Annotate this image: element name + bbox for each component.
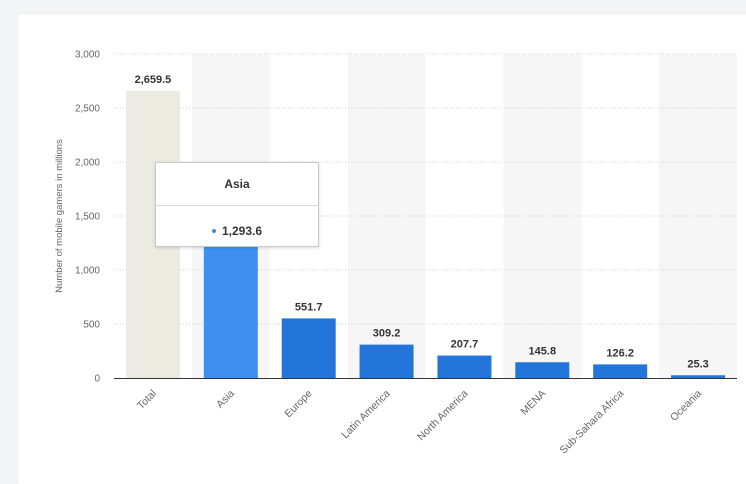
bar [593, 364, 648, 378]
series-dot-icon [211, 228, 216, 233]
y-tick-label: 3,000 [75, 50, 100, 61]
y-axis-title: Number of mobile gamers in millions [54, 139, 65, 293]
x-tick-label: Sub-Sahara Africa [558, 388, 627, 457]
x-tick-label: Latin America [339, 388, 393, 442]
bar [515, 362, 570, 378]
y-tick-label: 2,000 [75, 158, 100, 169]
data-label: 25.3 [687, 358, 708, 370]
y-tick-label: 2,500 [75, 104, 100, 115]
data-label: 207.7 [451, 339, 479, 351]
x-tick-label: Total [135, 388, 159, 412]
data-label: 2,659.5 [135, 74, 172, 86]
tooltip-value-row: 1,293.6 [156, 224, 318, 238]
y-tick-label: 1,500 [75, 212, 100, 223]
y-tick-label: 1,000 [75, 266, 100, 277]
x-tick-label: Oceania [668, 388, 704, 424]
x-tick-label: Europe [282, 388, 315, 421]
bar [203, 238, 258, 378]
data-label: 145.8 [529, 345, 557, 357]
x-tick-label: Asia [214, 388, 237, 411]
data-label: 309.2 [373, 328, 401, 340]
bar [437, 355, 492, 378]
tooltip: Asia 1,293.6 [155, 162, 319, 247]
category-band [659, 54, 737, 378]
x-tick-label: North America [415, 388, 471, 444]
tooltip-divider [156, 205, 318, 206]
data-label: 126.2 [606, 347, 634, 359]
x-tick-label: MENA [518, 388, 548, 418]
data-label: 551.7 [295, 301, 323, 313]
y-tick-label: 0 [94, 374, 100, 385]
bar [359, 344, 414, 378]
y-tick-label: 500 [83, 320, 100, 331]
tooltip-value: 1,293.6 [221, 224, 263, 238]
category-band [503, 54, 582, 378]
tooltip-title: Asia [224, 177, 250, 191]
bar [281, 318, 336, 378]
bar [671, 375, 726, 378]
